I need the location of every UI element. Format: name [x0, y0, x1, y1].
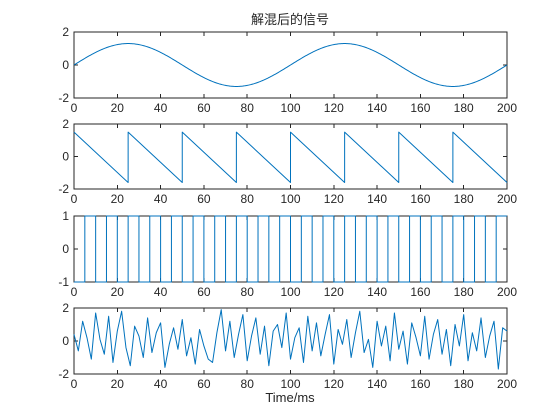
y-tick-label: 0 — [62, 334, 69, 348]
x-tick-label: 20 — [111, 285, 125, 299]
x-tick-label: 180 — [454, 101, 474, 115]
y-tick-label: 2 — [62, 25, 69, 39]
x-tick-label: 100 — [280, 285, 300, 299]
y-tick-label: 1 — [62, 209, 69, 223]
x-tick-label: 180 — [454, 377, 474, 391]
x-tick-label: 160 — [410, 192, 430, 206]
subplot-frame — [73, 307, 508, 375]
x-tick-label: 200 — [497, 285, 517, 299]
x-tick-label: 140 — [367, 101, 387, 115]
x-tick-label: 140 — [367, 377, 387, 391]
subplot-3: 0 20 40 60 80 100 120 140 160 180 200-101 — [58, 209, 517, 299]
x-tick-label: 160 — [410, 285, 430, 299]
x-axis-label: Time/ms — [265, 390, 315, 405]
x-tick-label: 0 — [71, 285, 78, 299]
x-tick-label: 20 — [111, 192, 125, 206]
x-tick-label: 100 — [280, 101, 300, 115]
x-tick-label: 160 — [410, 101, 430, 115]
y-tick-label: 0 — [62, 58, 69, 72]
x-tick-label: 40 — [154, 192, 168, 206]
y-tick-label: -2 — [58, 91, 69, 105]
x-tick-label: 200 — [497, 192, 517, 206]
x-tick-label: 40 — [154, 377, 168, 391]
x-tick-label: 0 — [71, 101, 78, 115]
x-tick-label: 200 — [497, 377, 517, 391]
x-tick-label: 0 — [71, 192, 78, 206]
x-tick-label: 60 — [197, 285, 211, 299]
series-line-sawtooth — [73, 131, 508, 183]
subplot-1: 0 20 40 60 80 100 120 140 160 180 200-202 — [58, 25, 517, 115]
x-tick-label: 80 — [241, 192, 255, 206]
y-tick-label: -2 — [58, 367, 69, 381]
x-tick-label: 20 — [111, 101, 125, 115]
series-line-square — [74, 215, 507, 283]
chart-title: 解混后的信号 — [251, 12, 329, 27]
x-tick-label: 60 — [197, 192, 211, 206]
y-tick-label: 2 — [62, 301, 69, 315]
x-tick-label: 80 — [241, 285, 255, 299]
series-line-noise — [73, 309, 508, 370]
series-line-sine — [73, 43, 508, 87]
x-tick-label: 60 — [197, 377, 211, 391]
x-tick-label: 80 — [241, 101, 255, 115]
subplot-2: 0 20 40 60 80 100 120 140 160 180 200-202 — [58, 117, 517, 206]
x-tick-label: 140 — [367, 192, 387, 206]
x-tick-label: 60 — [197, 101, 211, 115]
x-tick-label: 100 — [280, 377, 300, 391]
x-tick-label: 120 — [324, 285, 344, 299]
x-tick-label: 80 — [241, 377, 255, 391]
x-tick-label: 120 — [324, 192, 344, 206]
x-tick-label: 180 — [454, 285, 474, 299]
x-tick-label: 100 — [280, 192, 300, 206]
y-tick-label: -2 — [58, 182, 69, 196]
x-tick-label: 180 — [454, 192, 474, 206]
x-tick-label: 120 — [324, 101, 344, 115]
y-tick-label: -1 — [58, 275, 69, 289]
x-tick-label: 160 — [410, 377, 430, 391]
x-tick-label: 200 — [497, 101, 517, 115]
y-tick-label: 2 — [62, 117, 69, 131]
x-tick-label: 20 — [111, 377, 125, 391]
y-tick-label: 0 — [62, 150, 69, 164]
x-tick-label: 140 — [367, 285, 387, 299]
x-tick-label: 40 — [154, 285, 168, 299]
x-tick-label: 40 — [154, 101, 168, 115]
x-tick-label: 120 — [324, 377, 344, 391]
y-tick-label: 0 — [62, 242, 69, 256]
subplot-4: 0 20 40 60 80 100 120 140 160 180 200-202 — [58, 301, 517, 391]
x-tick-label: 0 — [71, 377, 78, 391]
